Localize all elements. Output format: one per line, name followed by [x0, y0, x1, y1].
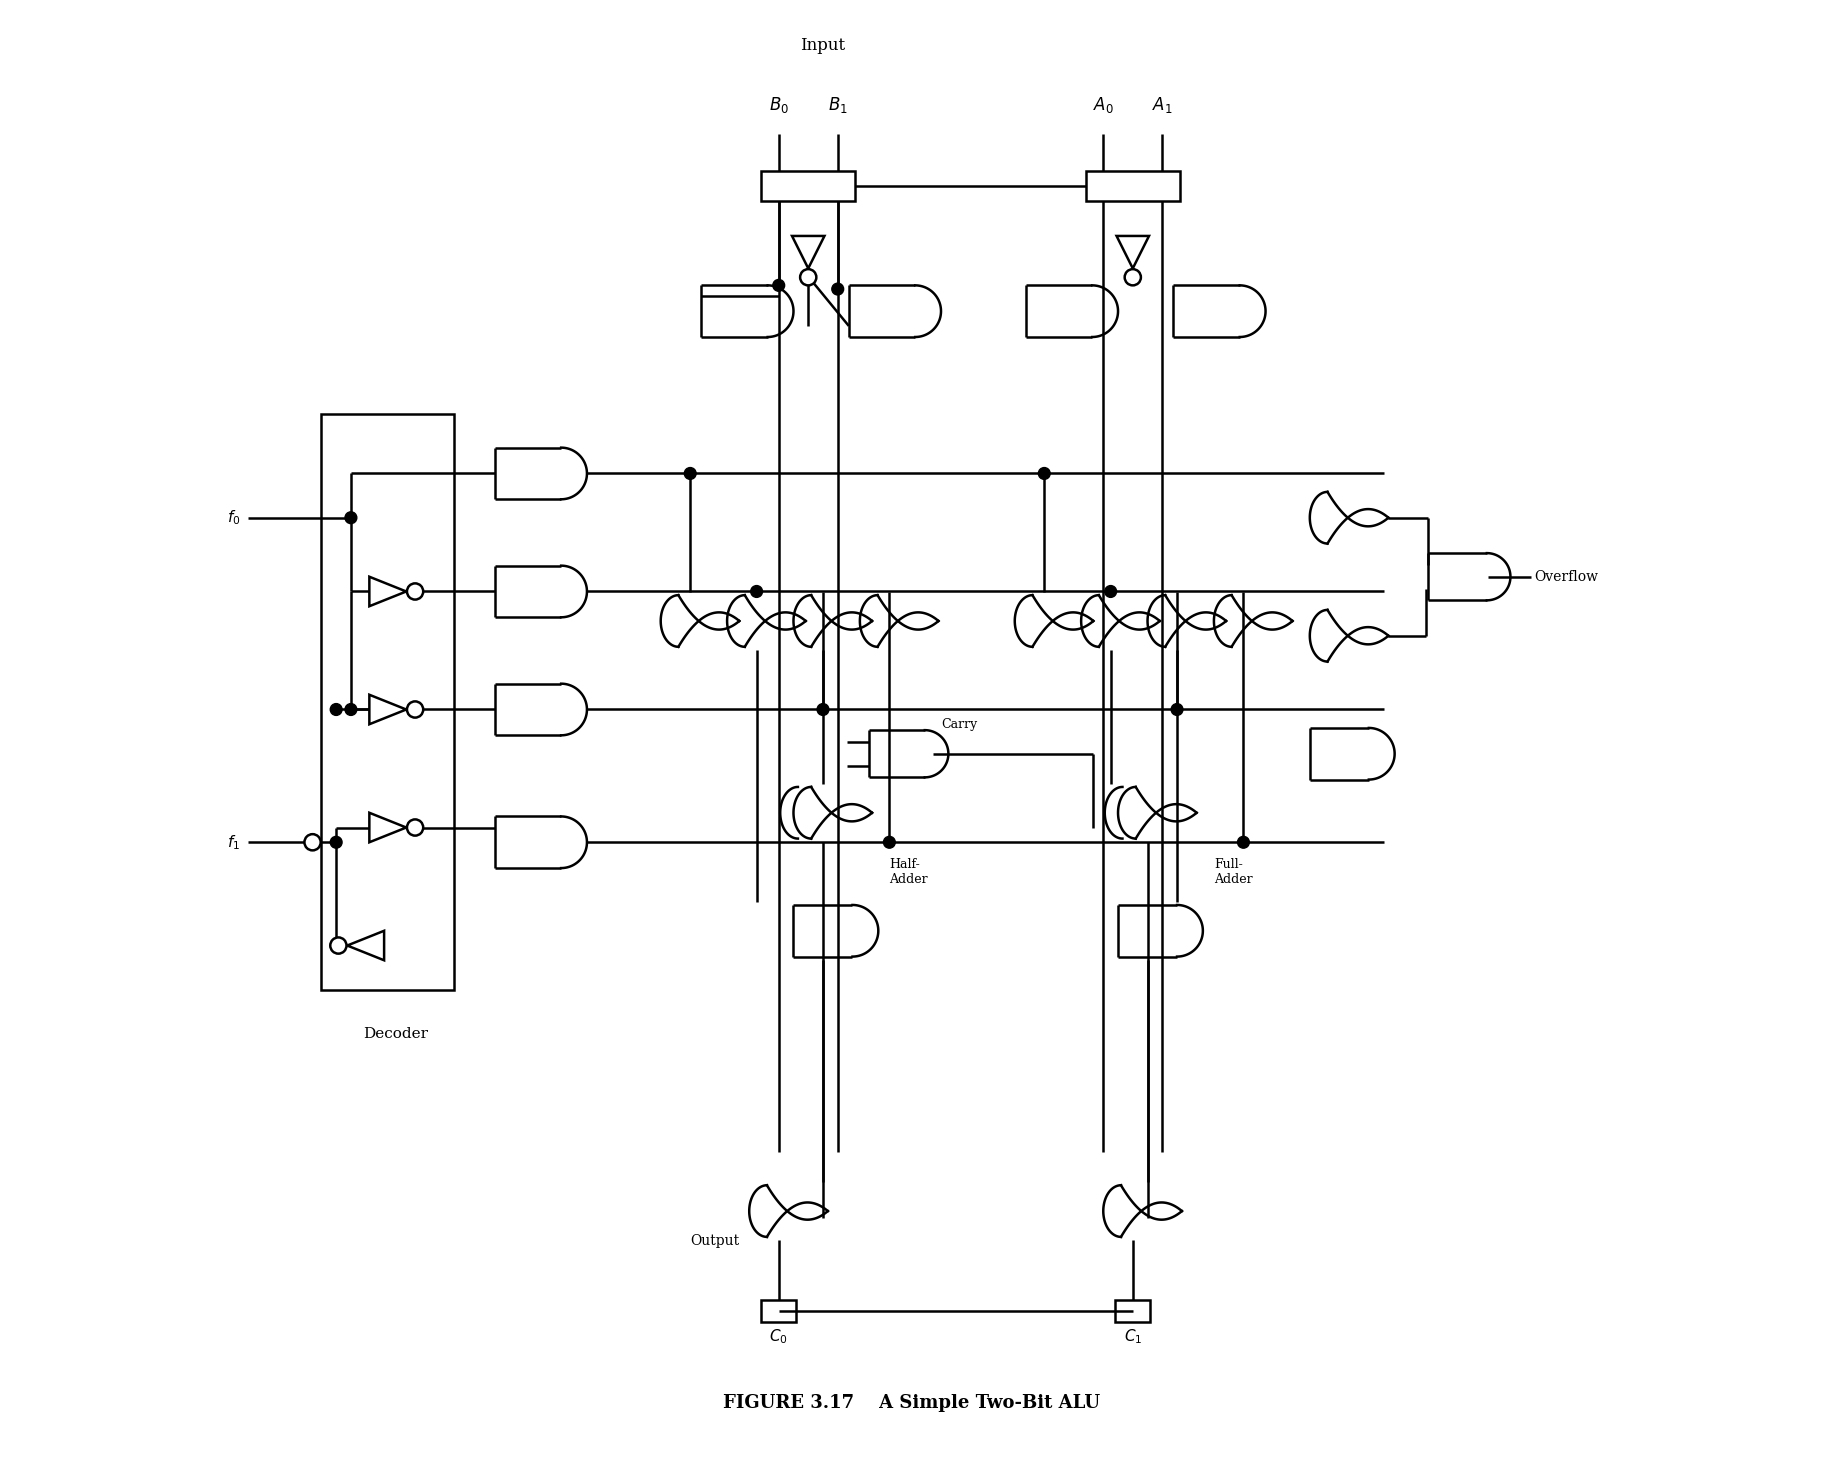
Bar: [1085, 171, 1179, 201]
Text: FIGURE 3.17    A Simple Two-Bit ALU: FIGURE 3.17 A Simple Two-Bit ALU: [724, 1394, 1099, 1411]
Circle shape: [1039, 467, 1050, 479]
Circle shape: [1125, 269, 1141, 285]
Text: Output: Output: [691, 1234, 740, 1247]
Circle shape: [684, 467, 696, 479]
Circle shape: [330, 704, 343, 715]
Text: Half-
Adder: Half- Adder: [890, 857, 928, 885]
Circle shape: [407, 584, 423, 600]
Bar: [1116, 1299, 1150, 1321]
Circle shape: [817, 704, 829, 715]
Text: $f_0$: $f_0$: [226, 508, 241, 528]
Text: $C_0$: $C_0$: [769, 1327, 788, 1346]
Circle shape: [773, 279, 784, 291]
Text: Carry: Carry: [941, 718, 977, 730]
Text: $B_1$: $B_1$: [828, 95, 848, 115]
Text: Full-
Adder: Full- Adder: [1214, 857, 1252, 885]
Circle shape: [345, 704, 357, 715]
Circle shape: [831, 284, 844, 296]
Circle shape: [407, 819, 423, 835]
Bar: [760, 171, 855, 201]
Circle shape: [751, 585, 762, 597]
Circle shape: [345, 511, 357, 523]
Text: Decoder: Decoder: [363, 1027, 428, 1041]
Circle shape: [330, 837, 343, 848]
Bar: [760, 1299, 797, 1321]
Circle shape: [884, 837, 895, 848]
Circle shape: [800, 269, 817, 285]
Circle shape: [407, 702, 423, 718]
Text: $A_1$: $A_1$: [1152, 95, 1172, 115]
Text: Input: Input: [800, 37, 846, 55]
Text: $B_0$: $B_0$: [769, 95, 789, 115]
Text: $A_0$: $A_0$: [1092, 95, 1114, 115]
Text: Overflow: Overflow: [1533, 569, 1599, 584]
Circle shape: [304, 834, 321, 850]
Text: $f_1$: $f_1$: [228, 834, 241, 851]
Text: $C_1$: $C_1$: [1123, 1327, 1141, 1346]
Bar: [321, 414, 454, 990]
Circle shape: [330, 937, 346, 953]
Circle shape: [1170, 704, 1183, 715]
Circle shape: [1105, 585, 1116, 597]
Circle shape: [1238, 837, 1249, 848]
